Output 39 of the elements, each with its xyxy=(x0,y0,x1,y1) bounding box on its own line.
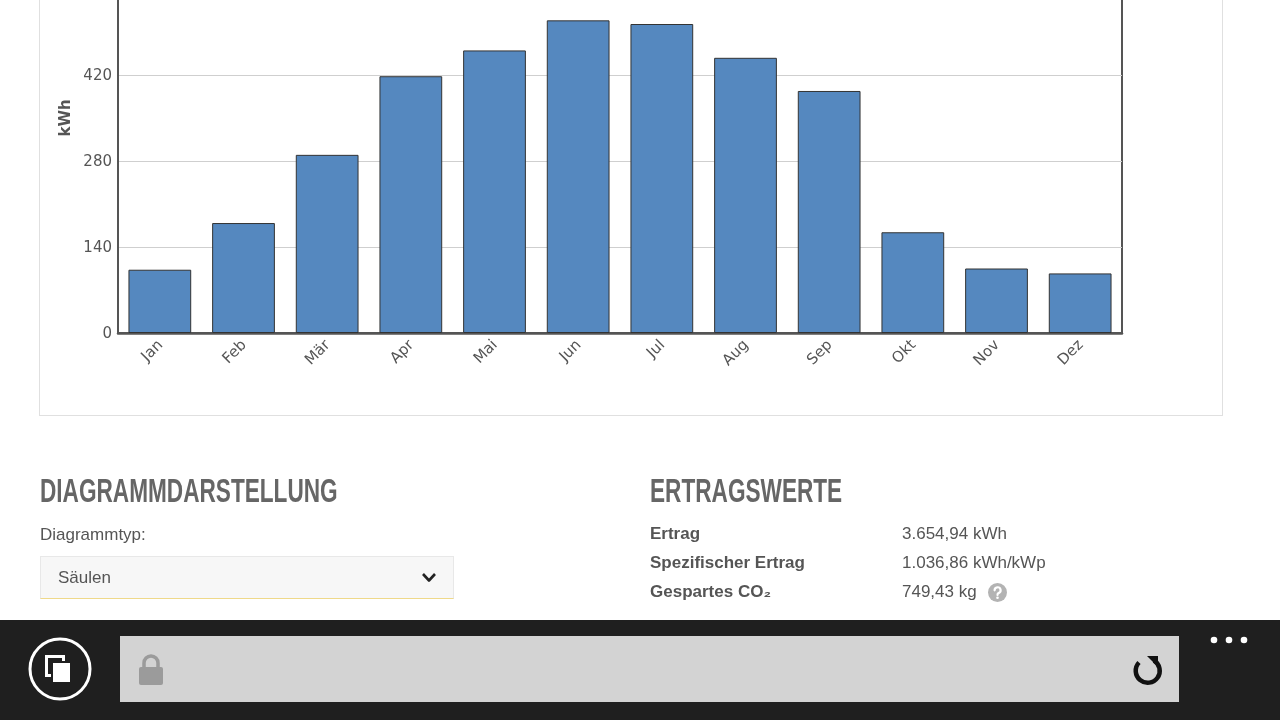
x-tick-label: Nov xyxy=(969,335,1003,370)
text: 749,43 kg xyxy=(902,582,977,602)
bar xyxy=(1048,273,1112,333)
bar xyxy=(546,20,610,333)
x-tick-label: Feb xyxy=(218,335,250,368)
bar xyxy=(797,90,861,333)
x-tick-label: Okt xyxy=(887,335,920,367)
x-tick-label: Jun xyxy=(554,335,585,366)
x-tick-label: Jul xyxy=(641,335,669,362)
bar xyxy=(881,232,945,333)
y-tick-label: 140 xyxy=(83,238,112,256)
x-tick-label: Mai xyxy=(469,335,501,367)
text: ERTRAGSWERTE xyxy=(650,471,843,509)
bar xyxy=(212,223,275,333)
text: Ertrag xyxy=(650,524,701,544)
x-tick-label: Sep xyxy=(802,335,836,369)
x-tick-label: Mär xyxy=(300,335,335,369)
x-tick-label: Apr xyxy=(386,335,418,367)
text: Diagrammtyp: xyxy=(40,525,146,545)
select-field: Säulen xyxy=(40,556,454,599)
text: Spezifischer Ertrag xyxy=(650,553,805,573)
text: 1.036,86 kWh/kWp xyxy=(902,553,1046,573)
bar xyxy=(128,269,192,333)
y-axis-title: kWh xyxy=(55,99,74,137)
bar xyxy=(630,24,694,333)
x-tick-label: Dez xyxy=(1053,335,1087,369)
x-tick-label: Jan xyxy=(136,335,167,366)
bar xyxy=(714,57,777,333)
bar xyxy=(295,154,359,333)
bar xyxy=(379,76,443,333)
y-tick-label: 420 xyxy=(83,66,112,84)
text: DIAGRAMMDARSTELLUNG xyxy=(40,471,338,509)
bar xyxy=(965,268,1028,333)
y-tick-label: 280 xyxy=(83,152,112,170)
text: Gespartes CO₂ xyxy=(650,582,771,602)
y-tick-label: 0 xyxy=(102,324,112,342)
bar xyxy=(463,50,526,333)
text: 3.654,94 kWh xyxy=(902,524,1007,544)
x-tick-label: Aug xyxy=(718,335,752,370)
